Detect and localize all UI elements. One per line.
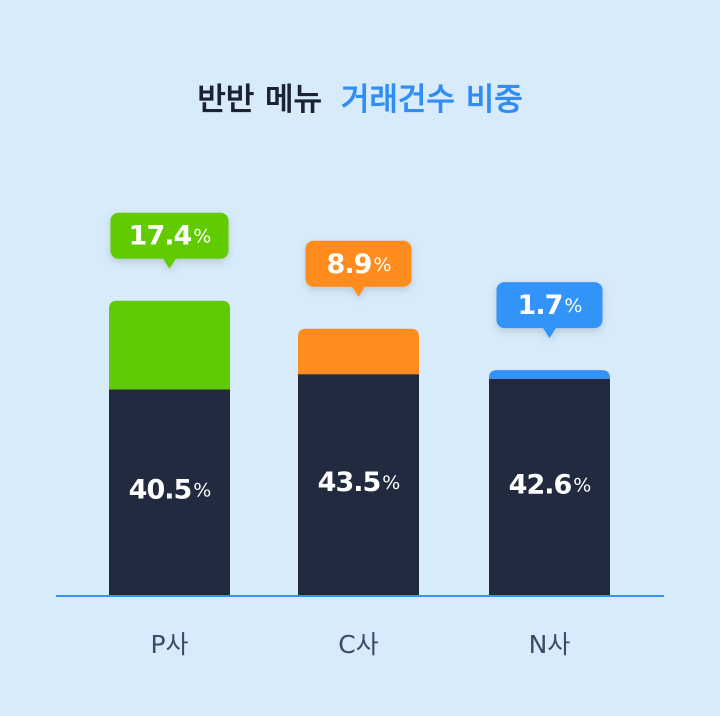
title-main: 반반 메뉴 xyxy=(197,82,322,118)
value-label: 1.7% xyxy=(518,290,582,321)
callout-box xyxy=(305,240,412,287)
callout-pointer xyxy=(542,327,557,339)
callout xyxy=(110,212,229,269)
value-label: 17.4% xyxy=(129,220,211,251)
value-number: 43.5 xyxy=(318,467,381,498)
callout-pointer xyxy=(351,285,366,297)
value-unit: % xyxy=(193,479,210,501)
callout xyxy=(305,240,412,297)
value-unit: % xyxy=(573,474,590,496)
chart-title: 반반 메뉴 거래건수 비중 xyxy=(197,82,523,118)
x-tick-label: N사 xyxy=(529,630,571,659)
value-unit: % xyxy=(564,295,581,317)
x-tick-label: C사 xyxy=(338,630,378,659)
bar-segment xyxy=(109,300,230,390)
bar-segment xyxy=(298,374,419,596)
value-number: 17.4 xyxy=(129,220,192,251)
callout-pointer xyxy=(162,257,177,269)
callout-box xyxy=(110,212,229,259)
value-unit: % xyxy=(382,472,399,494)
value-number: 42.6 xyxy=(509,469,572,500)
bar-segment xyxy=(489,378,610,596)
value-label: 40.5% xyxy=(129,474,211,505)
value-label: 8.9% xyxy=(327,248,391,279)
bar-segment xyxy=(298,328,419,375)
value-label: 43.5% xyxy=(318,467,400,498)
value-unit: % xyxy=(193,225,210,247)
callout xyxy=(496,282,603,339)
value-number: 40.5 xyxy=(129,474,192,505)
x-tick-label: P사 xyxy=(150,630,188,659)
callout-box xyxy=(496,282,603,329)
bar-segment xyxy=(109,389,230,596)
value-number: 1.7 xyxy=(518,290,563,321)
value-number: 8.9 xyxy=(327,248,372,279)
title-highlight: 거래건수 비중 xyxy=(341,82,523,118)
value-unit: % xyxy=(373,253,390,275)
bar-segment xyxy=(489,370,610,379)
value-label: 42.6% xyxy=(509,469,591,500)
